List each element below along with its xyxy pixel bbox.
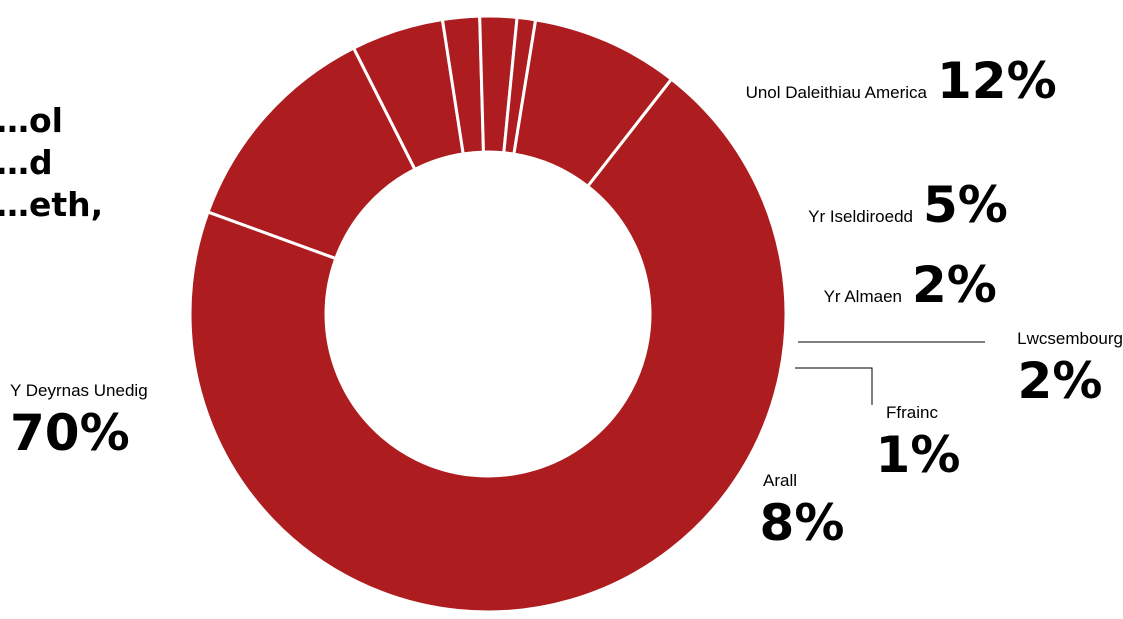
slice-label-france: Ffrainc [886,403,938,422]
slice-value-usa: 12% [937,52,1057,110]
slice-value-luxembourg: 2% [1018,352,1103,410]
slice-label-germany: Yr Almaen [824,287,902,306]
slice-label-uk: Y Deyrnas Unedig [10,381,148,400]
slice-value-france: 1% [876,426,961,484]
slice-value-germany: 2% [912,256,997,314]
chart-title: …ol …d …eth, [0,101,104,224]
slice-label-other: Arall [763,471,797,490]
slice-value-other: 8% [760,494,845,552]
leader-line-france [795,367,873,405]
slice-uk [188,77,788,614]
slice-value-netherlands: 5% [923,176,1008,234]
slice-label-luxembourg: Lwcsembourg [1017,329,1123,348]
slice-label-usa: Unol Daleithiau America [746,83,928,102]
slice-value-uk: 70% [10,404,130,462]
slice-label-netherlands: Yr Iseldiroedd [808,207,913,226]
